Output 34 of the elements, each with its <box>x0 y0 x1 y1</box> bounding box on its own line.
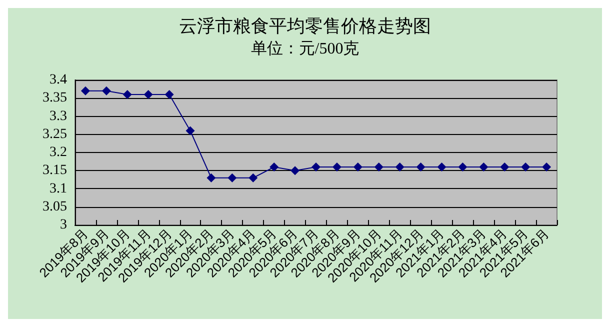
y-tick-label: 3 <box>60 218 67 232</box>
point <box>248 173 258 182</box>
point <box>186 126 195 136</box>
point <box>270 162 279 172</box>
point <box>374 162 384 172</box>
point <box>542 162 552 172</box>
chart-title: 云浮市粮食平均零售价格走势图 <box>179 16 431 36</box>
point <box>353 162 362 172</box>
point <box>80 86 90 96</box>
chart-subtitle: 单位：元/500克 <box>250 40 360 58</box>
y-tick-label: 3.35 <box>42 90 67 106</box>
point <box>122 90 132 99</box>
point <box>437 162 446 172</box>
point <box>290 166 300 176</box>
y-tick-label: 3.2 <box>50 145 67 160</box>
point <box>332 162 342 172</box>
point <box>395 162 404 172</box>
y-tick-label: 3.15 <box>42 163 67 178</box>
point <box>416 162 426 172</box>
point <box>144 90 153 99</box>
point <box>500 162 510 172</box>
y-tick-label: 3.3 <box>50 108 67 124</box>
y-tick-label: 3.4 <box>50 72 67 88</box>
point <box>458 162 468 172</box>
point <box>312 162 320 172</box>
point <box>206 173 216 182</box>
point <box>102 86 111 96</box>
point <box>521 162 530 172</box>
point <box>479 162 488 172</box>
point <box>164 90 174 99</box>
point <box>228 173 237 182</box>
y-tick-label: 3.25 <box>42 126 67 142</box>
y-tick-label: 3.05 <box>42 199 67 214</box>
y-tick-label: 3.1 <box>50 181 67 196</box>
